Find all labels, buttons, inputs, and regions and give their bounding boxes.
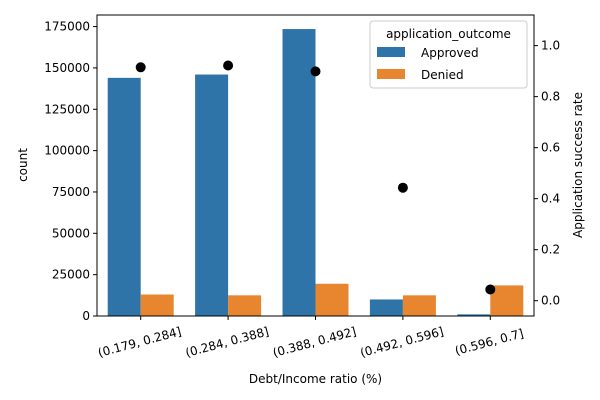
y-tick-label-5: 125000 — [44, 102, 90, 116]
y-axis-label: count — [16, 148, 30, 182]
success-rate-point-3 — [397, 182, 408, 193]
y-axis-right-label: Application success rate — [571, 92, 585, 238]
y-right-tick-label-4: 0.8 — [541, 90, 560, 104]
bar-denied-0 — [140, 294, 174, 316]
plot-frame — [96, 14, 535, 317]
bars-layer — [107, 29, 524, 317]
legend-box — [369, 20, 528, 89]
legend-label-approved: Approved — [421, 46, 479, 60]
y-tick-label-7: 175000 — [44, 20, 90, 34]
x-tick-label-0: (0.179, 0.284] — [96, 324, 182, 360]
y-right-tick-label-0: 0.0 — [541, 294, 560, 308]
y-tick-label-6: 150000 — [44, 61, 90, 75]
success-rate-point-1 — [223, 60, 234, 71]
y-tick-label-2: 50000 — [52, 226, 90, 240]
x-tick-label-2: (0.388, 0.492] — [271, 324, 357, 360]
legend: application_outcome Approved Denied — [369, 20, 528, 89]
bar-approved-0 — [107, 77, 141, 316]
success-rate-point-2 — [310, 66, 321, 77]
legend-swatch-approved — [377, 47, 405, 57]
bar-denied-4 — [490, 285, 524, 316]
bar-denied-3 — [402, 295, 436, 316]
success-rate-point-0 — [135, 62, 146, 73]
points-layer — [135, 60, 496, 295]
x-axis-label: Debt/Income ratio (%) — [249, 372, 382, 386]
legend-title: application_outcome — [386, 27, 511, 41]
y-tick-label-3: 75000 — [52, 185, 90, 199]
x-tick-label-3: (0.492, 0.596] — [359, 324, 445, 360]
success-rate-point-4 — [485, 284, 496, 295]
y-right-tick-label-2: 0.4 — [541, 192, 560, 206]
legend-swatch-denied — [377, 69, 405, 79]
y-tick-label-1: 25000 — [52, 268, 90, 282]
legend-label-denied: Denied — [421, 68, 464, 82]
y-tick-label-0: 0 — [82, 309, 90, 323]
y-right-tick-label-1: 0.2 — [541, 243, 560, 257]
y-right-tick-label-5: 1.0 — [541, 39, 560, 53]
y-tick-label-4: 100000 — [44, 144, 90, 158]
bar-denied-1 — [228, 295, 262, 316]
bar-approved-2 — [282, 29, 316, 317]
bar-denied-2 — [315, 283, 349, 316]
x-tick-label-1: (0.284, 0.388] — [184, 324, 270, 360]
bar-approved-1 — [195, 74, 229, 317]
y-right-tick-label-3: 0.6 — [541, 141, 560, 155]
bar-approved-4 — [457, 314, 491, 316]
x-tick-label-4: (0.596, 0.7] — [453, 326, 525, 358]
bar-approved-3 — [369, 299, 403, 316]
